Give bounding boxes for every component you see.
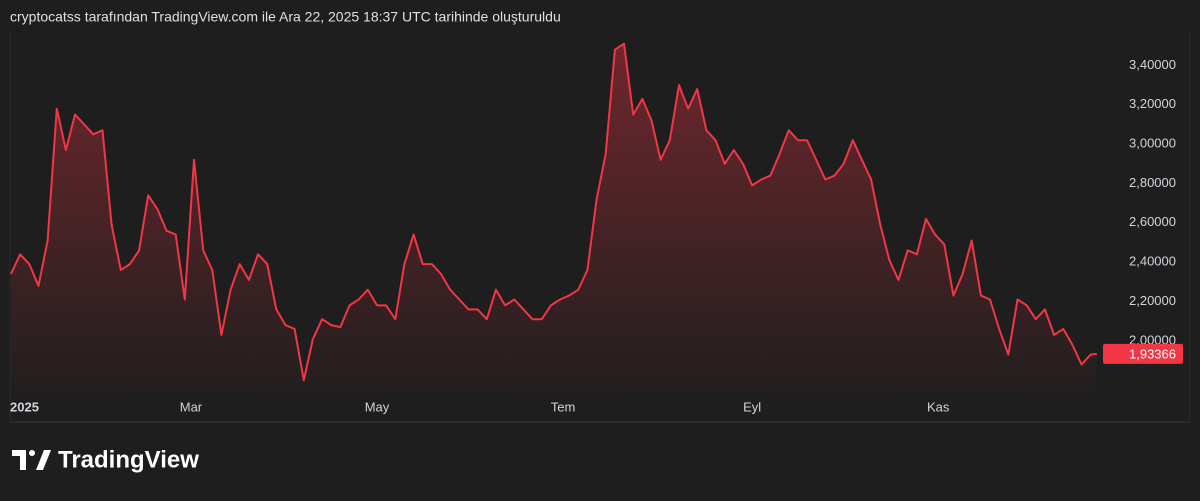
price-line bbox=[10, 42, 1097, 382]
x-tick-label: 2025 bbox=[10, 399, 39, 414]
y-tick-label: 2,00000 bbox=[1129, 332, 1176, 347]
last-price-badge bbox=[1103, 343, 1183, 364]
x-tick-label: Kas bbox=[927, 399, 950, 414]
x-tick-label: Eyl bbox=[743, 399, 761, 414]
brand-logo bbox=[12, 450, 51, 470]
y-tick-label: 2,60000 bbox=[1129, 214, 1176, 229]
y-tick-label: 2,20000 bbox=[1129, 293, 1176, 308]
y-tick-label: 2,80000 bbox=[1129, 175, 1176, 190]
header: cryptocatss tarafından TradingView.com i… bbox=[10, 9, 561, 25]
area bbox=[11, 43, 1097, 393]
y-tick-label: 2,40000 bbox=[1129, 254, 1176, 269]
x-tick-label: May bbox=[365, 399, 390, 414]
x-tick-label: Tem bbox=[551, 399, 576, 414]
y-tick-label: 3,40000 bbox=[1129, 57, 1176, 72]
x-tick-label: Mar bbox=[180, 399, 203, 414]
y-tick-label: 3,00000 bbox=[1129, 136, 1176, 151]
y-tick-label: 3,20000 bbox=[1129, 96, 1176, 111]
brand-name: TradingView bbox=[58, 446, 199, 473]
last-price-label: 1,93366 bbox=[1129, 346, 1176, 361]
